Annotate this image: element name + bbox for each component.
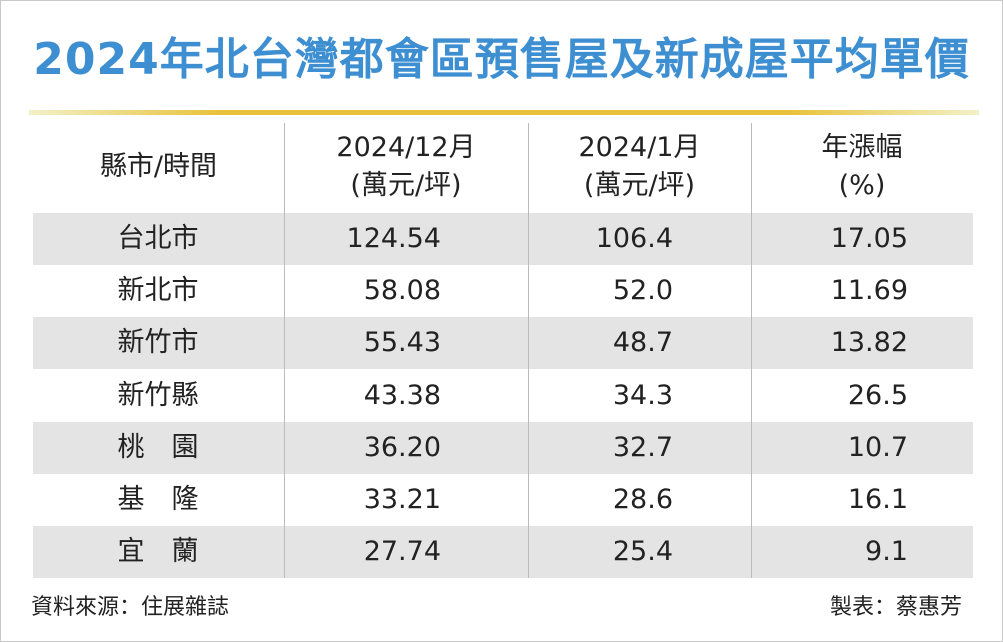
table-cell: 10.7 (847, 431, 908, 463)
table-cell: 52.0 (612, 275, 673, 307)
column-separator (528, 123, 529, 578)
table-row: 新竹縣 43.38 34.3 26.5 (33, 370, 973, 422)
header-line: (%) (838, 170, 886, 201)
table-cell: 新竹縣 (117, 379, 199, 411)
table-cell: 106.4 (595, 223, 673, 254)
table-cell: 11.69 (830, 275, 908, 307)
table-cell: 新竹市 (117, 327, 199, 359)
table-cell: 48.7 (612, 327, 673, 359)
table-cell: 58.08 (363, 275, 441, 307)
table-cell: 台北市 (117, 223, 199, 254)
header-line: 2024/1月 (578, 132, 701, 163)
header-cell: 縣市/時間 (33, 121, 284, 213)
table-cell: 33.21 (363, 484, 441, 515)
table-cell: 桃 園 (117, 431, 199, 463)
table-row: 宜 蘭 27.74 25.4 9.1 (33, 526, 973, 579)
table-cell: 32.7 (612, 431, 673, 463)
header-line: 縣市/時間 (99, 151, 218, 182)
table-cell: 新北市 (117, 275, 199, 307)
header-cell: 2024/12月 (萬元/坪) (284, 121, 528, 213)
table-cell: 13.82 (830, 327, 908, 359)
table-row: 台北市 124.54 106.4 17.05 (33, 213, 973, 265)
header-cell: 2024/1月 (萬元/坪) (528, 121, 751, 213)
header-line: (萬元/坪) (583, 170, 696, 201)
column-separator (751, 123, 752, 578)
table-row: 桃 園 36.20 32.7 10.7 (33, 421, 973, 474)
table-row: 新北市 58.08 52.0 11.69 (33, 265, 973, 317)
header-line: 年漲幅 (821, 132, 903, 163)
source: 資料來源：住展雜誌 (31, 595, 230, 620)
column-separator (284, 123, 285, 578)
table-cell: 17.05 (830, 223, 908, 254)
table-cell: 36.20 (363, 431, 441, 463)
table-cell: 124.54 (346, 223, 441, 254)
table-row: 基 隆 33.21 28.6 16.1 (33, 474, 973, 526)
table-cell: 9.1 (865, 536, 908, 568)
table-cell: 16.1 (847, 484, 908, 515)
table-row: 新竹市 55.43 48.7 13.82 (33, 317, 973, 370)
author: 製表：蔡惠芳 (829, 595, 962, 620)
header-line: (萬元/坪) (350, 170, 462, 201)
table-cell: 43.38 (363, 379, 441, 411)
table-cell: 34.3 (612, 379, 673, 411)
title: 2024年北台灣都會區預售屋及新成屋平均單價 (33, 34, 970, 85)
table-cell: 25.4 (612, 536, 673, 568)
table-cell: 27.74 (363, 536, 441, 568)
header-line: 2024/12月 (336, 132, 476, 163)
table-cell: 28.6 (612, 484, 673, 515)
table-cell: 26.5 (847, 379, 908, 411)
table-cell: 宜 蘭 (117, 536, 199, 568)
table-cell: 55.43 (363, 327, 441, 359)
table-cell: 基 隆 (117, 484, 199, 515)
header-cell: 年漲幅 (%) (751, 121, 973, 213)
title-rule (29, 110, 979, 115)
